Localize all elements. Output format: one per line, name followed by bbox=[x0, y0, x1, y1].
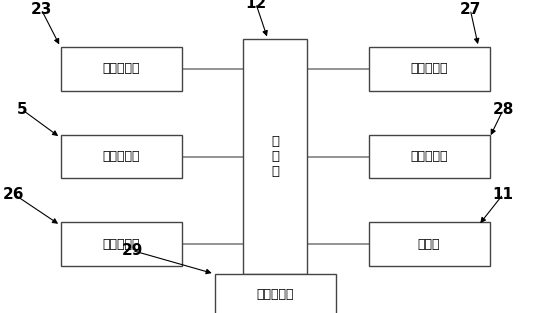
Text: 26: 26 bbox=[3, 187, 25, 202]
Text: 12: 12 bbox=[245, 0, 266, 11]
FancyBboxPatch shape bbox=[368, 47, 490, 91]
Text: 11: 11 bbox=[493, 187, 514, 202]
FancyBboxPatch shape bbox=[60, 135, 182, 178]
Text: 5: 5 bbox=[16, 102, 28, 117]
Text: 出料测温器: 出料测温器 bbox=[410, 150, 448, 163]
Text: 27: 27 bbox=[460, 2, 481, 17]
FancyBboxPatch shape bbox=[368, 135, 490, 178]
Text: 沥青计量器: 沥青计量器 bbox=[102, 238, 140, 251]
Text: 燃料计量器: 燃料计量器 bbox=[256, 288, 294, 301]
Text: 28: 28 bbox=[493, 102, 514, 117]
Text: 空气计量器: 空气计量器 bbox=[410, 62, 448, 75]
Text: 骨料承重器: 骨料承重器 bbox=[102, 62, 140, 75]
FancyBboxPatch shape bbox=[243, 39, 307, 274]
Text: 23: 23 bbox=[31, 2, 52, 17]
Text: 石粉计量器: 石粉计量器 bbox=[102, 150, 140, 163]
Text: 燃烧器: 燃烧器 bbox=[418, 238, 440, 251]
FancyBboxPatch shape bbox=[60, 47, 182, 91]
Text: 控
制
器: 控 制 器 bbox=[271, 135, 279, 178]
FancyBboxPatch shape bbox=[368, 222, 490, 266]
FancyBboxPatch shape bbox=[214, 274, 336, 313]
FancyBboxPatch shape bbox=[60, 222, 182, 266]
Text: 29: 29 bbox=[122, 243, 142, 258]
